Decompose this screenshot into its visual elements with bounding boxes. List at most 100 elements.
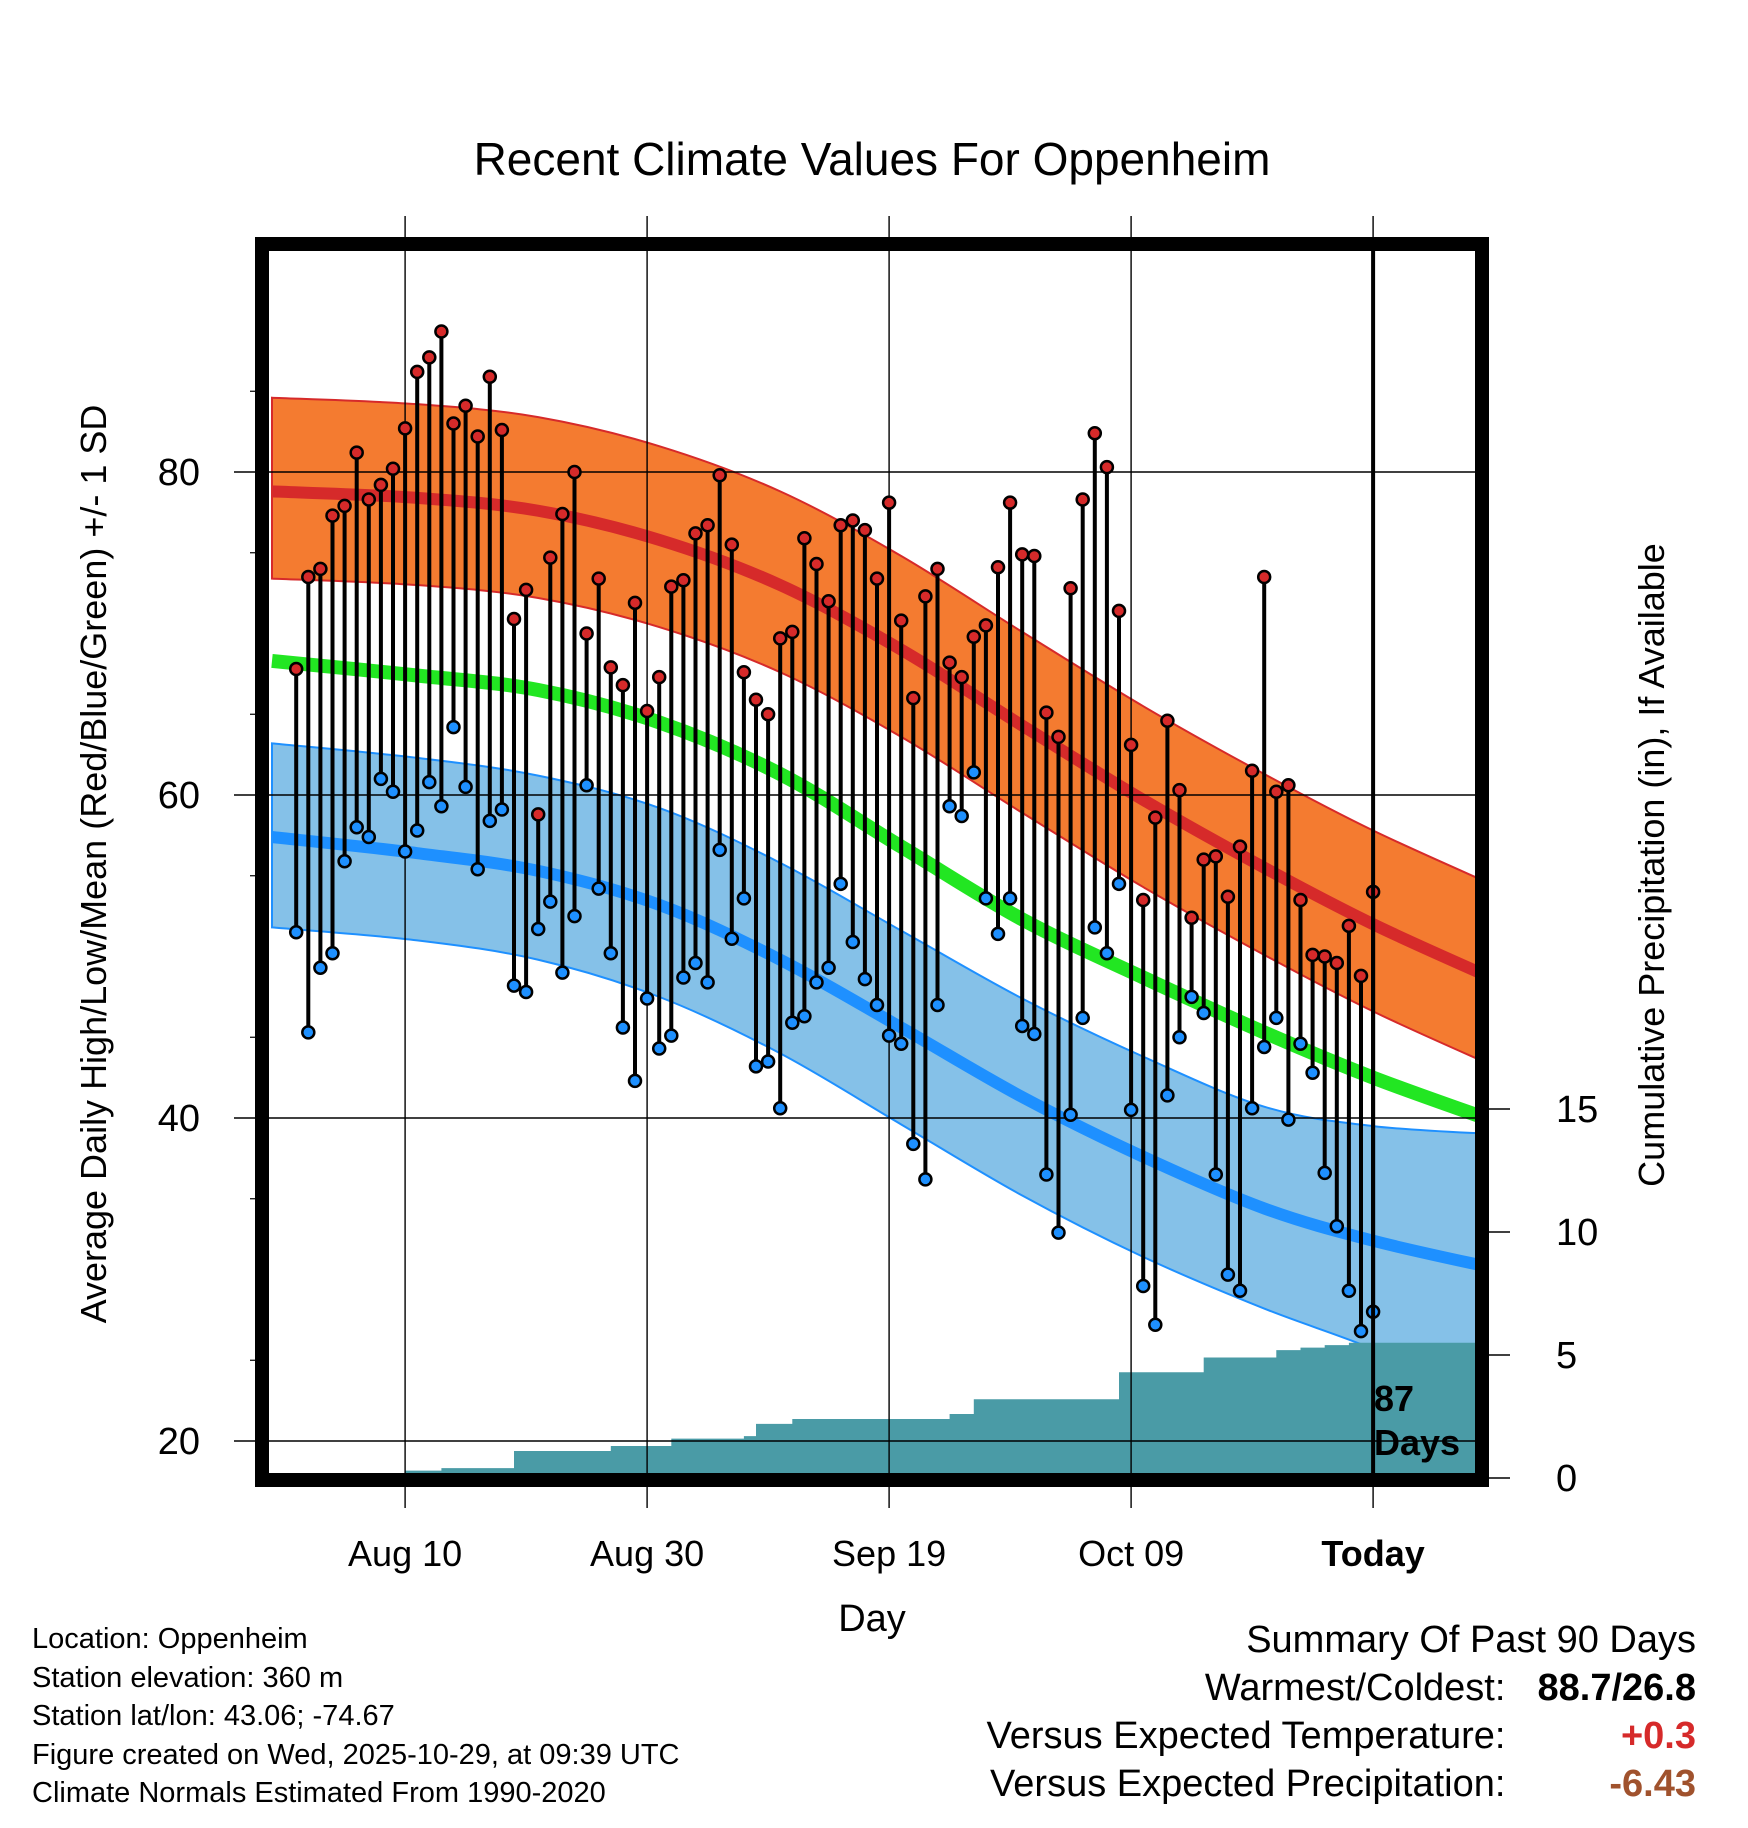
plot-frame <box>255 237 1489 1487</box>
daily-low-point <box>591 881 606 896</box>
daily-high-point <box>1353 968 1369 984</box>
daily-low-point <box>1281 1112 1296 1127</box>
daily-low-point <box>373 771 389 787</box>
daily-high-point <box>1244 763 1260 779</box>
daily-low-point <box>1184 989 1199 1005</box>
daily-low-point <box>664 1028 679 1043</box>
y-left-axis-label: Average Daily High/Low/Mean (Red/Blue/Gr… <box>73 405 114 1324</box>
daily-low-point <box>760 1054 776 1069</box>
daily-high-point <box>821 593 836 609</box>
warmest-coldest-value: 88.7/26.8 <box>1537 1667 1696 1709</box>
daily-high-point <box>700 518 715 533</box>
daily-high-point <box>1293 892 1308 908</box>
daily-low-point <box>1148 1317 1163 1332</box>
daily-high-point <box>1135 892 1151 908</box>
daily-high-point <box>1208 849 1224 864</box>
daily-low-point <box>1039 1167 1054 1182</box>
daily-low-point <box>978 891 994 906</box>
daily-high-point <box>664 579 679 594</box>
daily-high-point <box>966 629 982 644</box>
daily-low-point <box>506 978 522 993</box>
y-right-tick-label: 0 <box>1556 1458 1577 1500</box>
daily-low-point <box>1014 1018 1030 1034</box>
daily-low-point <box>627 1073 643 1089</box>
daily-high-point <box>409 364 425 380</box>
daily-high-point <box>397 421 413 436</box>
temp-departure-row: Versus Expected Temperature: +0.3 <box>987 1712 1696 1760</box>
daily-high-point <box>1014 547 1030 562</box>
daily-high-point <box>349 445 364 460</box>
daily-low-point <box>857 971 873 987</box>
daily-high-point <box>1341 918 1357 934</box>
warmest-coldest-row: Warmest/Coldest: 88.7/26.8 <box>987 1664 1696 1712</box>
y-left-tick-label: 40 <box>158 1098 200 1140</box>
daily-low-point <box>869 997 885 1013</box>
daily-high-point <box>651 669 667 685</box>
daily-high-point <box>1160 713 1175 728</box>
elevation-text: Station elevation: 360 m <box>32 1661 344 1694</box>
daily-high-point <box>313 561 328 577</box>
daily-low-point <box>1353 1323 1369 1339</box>
daily-high-point <box>325 508 340 523</box>
daily-low-point <box>1111 876 1127 892</box>
daily-high-point <box>1256 569 1272 585</box>
x-tick-label: Sep 19 <box>832 1533 946 1574</box>
daily-low-point <box>1135 1278 1151 1294</box>
daily-low-point <box>422 774 437 790</box>
daily-high-point <box>639 703 655 719</box>
daily-high-point <box>1329 955 1345 971</box>
daily-low-point <box>1220 1267 1236 1282</box>
daily-low-point <box>518 984 534 1000</box>
daily-low-point <box>1075 1010 1090 1026</box>
y-left-tick-label: 80 <box>158 452 200 494</box>
daily-low-point <box>434 799 449 814</box>
daily-low-point <box>833 876 848 892</box>
warmest-coldest-label: Warmest/Coldest: <box>1204 1667 1506 1709</box>
daily-low-point <box>930 997 945 1013</box>
daily-low-point <box>1087 920 1103 935</box>
y-right-tick-label: 5 <box>1556 1335 1577 1377</box>
daily-low-point <box>724 931 740 946</box>
daily-high-point <box>881 495 897 510</box>
daily-low-point <box>567 908 582 924</box>
daily-high-point <box>833 518 848 533</box>
daily-low-point <box>1293 1036 1308 1051</box>
y-left-tick-label: 20 <box>158 1421 200 1463</box>
chart-title: Recent Climate Values For Oppenheim <box>474 133 1271 185</box>
daily-low-point <box>1244 1101 1260 1116</box>
daily-high-point <box>1063 581 1078 596</box>
daily-high-point <box>1087 425 1103 441</box>
daily-high-point <box>1184 910 1199 925</box>
daily-low-point <box>736 891 752 906</box>
daily-high-point <box>518 582 534 598</box>
daily-low-point <box>615 1020 631 1035</box>
daily-high-point <box>1196 852 1211 867</box>
daily-low-point <box>893 1036 909 1051</box>
daily-low-point <box>942 799 957 814</box>
daily-low-point <box>1329 1218 1345 1234</box>
daily-low-point <box>966 765 982 780</box>
precip-departure-label: Versus Expected Precipitation: <box>990 1763 1506 1805</box>
daily-high-point <box>1002 495 1018 510</box>
daily-low-point <box>881 1028 897 1043</box>
daily-high-point <box>1075 492 1090 507</box>
daily-high-point <box>1051 729 1066 745</box>
daily-high-point <box>579 626 594 641</box>
daily-high-point <box>930 561 945 577</box>
cumulative-precip-area <box>262 1342 1482 1480</box>
daily-low-point <box>458 779 473 795</box>
precip-departure-value: -6.43 <box>1609 1763 1696 1805</box>
daily-high-point <box>1232 839 1248 854</box>
daily-high-point <box>530 807 546 822</box>
summary-panel: Summary Of Past 90 Days Warmest/Coldest:… <box>987 1616 1696 1808</box>
daily-high-point <box>615 677 631 693</box>
daily-high-point <box>543 550 558 565</box>
daily-low-point <box>712 842 727 858</box>
daily-high-point <box>869 571 885 586</box>
daily-high-point <box>506 611 522 627</box>
daily-high-point <box>494 422 510 438</box>
daily-high-point <box>906 690 921 706</box>
daily-high-point <box>603 660 619 675</box>
daily-high-point <box>942 655 957 670</box>
